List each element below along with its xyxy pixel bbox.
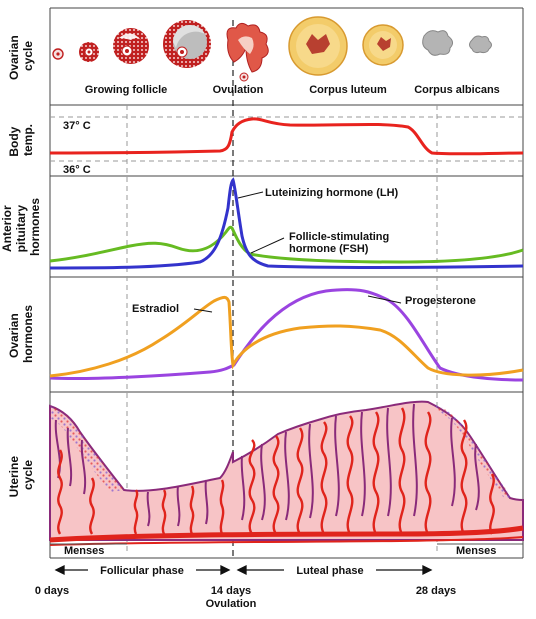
day-14-label: 14 days [211,585,251,597]
primordial-follicle-illustration [52,48,64,60]
follicular-phase-arrow [54,564,231,576]
corpus-albicans-illustration-1 [422,30,454,56]
regressing-corpus-luteum-illustration [362,24,404,66]
row-label-body-temp-1: Body [7,126,21,156]
row-label-ovarian-hormones-2: hormones [21,305,35,363]
row-label-uterine-1: Uterine [7,456,21,498]
fsh-curve [49,225,524,264]
estradiol-pointer [193,308,213,313]
luteal-phase-arrow [236,564,433,576]
spiral-arteries [57,407,495,535]
temperature-curve [49,117,524,156]
svg-text:Ovarian cycle: Ovarian cycle [7,32,35,80]
menses-label-right: Menses [456,545,496,557]
corpus-luteum-label: Corpus luteum [309,84,387,96]
uterine-base-vessel-lower [49,536,524,546]
row-label-pituitary-1: Anterior [0,205,14,252]
panel-frame [49,7,524,559]
ovulation-label: Ovulation [213,84,264,96]
follicular-phase-label: Follicular phase [100,565,184,577]
guide-lines [50,105,523,555]
corpus-albicans-illustration-2 [469,35,492,54]
uterine-glands [54,403,480,527]
svg-text:Ovarian hormones: Ovarian hormones [7,305,35,363]
secondary-follicle-illustration [113,28,149,64]
row-label-pituitary-2: pituitary [14,205,28,253]
row-label-ovarian-cycle-2: cycle [21,41,35,71]
estradiol-label: Estradiol [132,303,179,315]
row-label-uterine-2: cycle [21,460,35,490]
svg-text:Body temp.: Body temp. [7,123,35,156]
ruptured-follicle-illustration [226,22,269,82]
svg-text:Uterine cycle: Uterine cycle [7,453,35,498]
temp-low-label: 36° C [63,164,91,176]
row-label-ovarian-cycle-1: Ovarian [7,35,21,80]
day-14-ovulation-label: Ovulation [206,598,257,610]
row-label-pituitary-3: hormones [28,198,42,256]
mature-follicle-illustration [163,20,211,68]
progesterone-pointer [367,295,402,304]
temp-high-label: 37° C [63,120,91,132]
uterine-base-vessel [49,525,524,543]
primary-follicle-illustration [79,42,99,62]
luteal-phase-label: Luteal phase [296,565,363,577]
corpus-luteum-illustration [288,16,348,76]
menses-label-left: Menses [64,545,104,557]
row-labels: Ovarian cycle Body temp. Anterior pituit… [0,32,42,498]
progesterone-curve [49,288,524,382]
menstrual-flow [50,406,124,492]
svg-text:Anterior pituitary: Anterior pituitary hormones [0,198,42,256]
endometrium-illustration [49,400,524,546]
lh-label: Luteinizing hormone (LH) [265,187,399,199]
lh-pointer [237,191,264,199]
lh-curve [49,177,524,270]
fsh-label-line-2: hormone (FSH) [289,243,369,255]
row-label-ovarian-hormones-1: Ovarian [7,313,21,358]
row-label-body-temp-2: temp. [21,124,35,156]
estradiol-curve [49,295,524,378]
day-0-label: 0 days [35,585,69,597]
fsh-label-line-1: Follicle-stimulating [289,231,389,243]
progesterone-label: Progesterone [405,295,476,307]
day-28-label: 28 days [416,585,456,597]
corpus-albicans-label: Corpus albicans [414,84,500,96]
fsh-pointer [250,237,285,254]
growing-follicle-label: Growing follicle [85,84,168,96]
ovarian-cycle-illustrations [52,16,492,82]
